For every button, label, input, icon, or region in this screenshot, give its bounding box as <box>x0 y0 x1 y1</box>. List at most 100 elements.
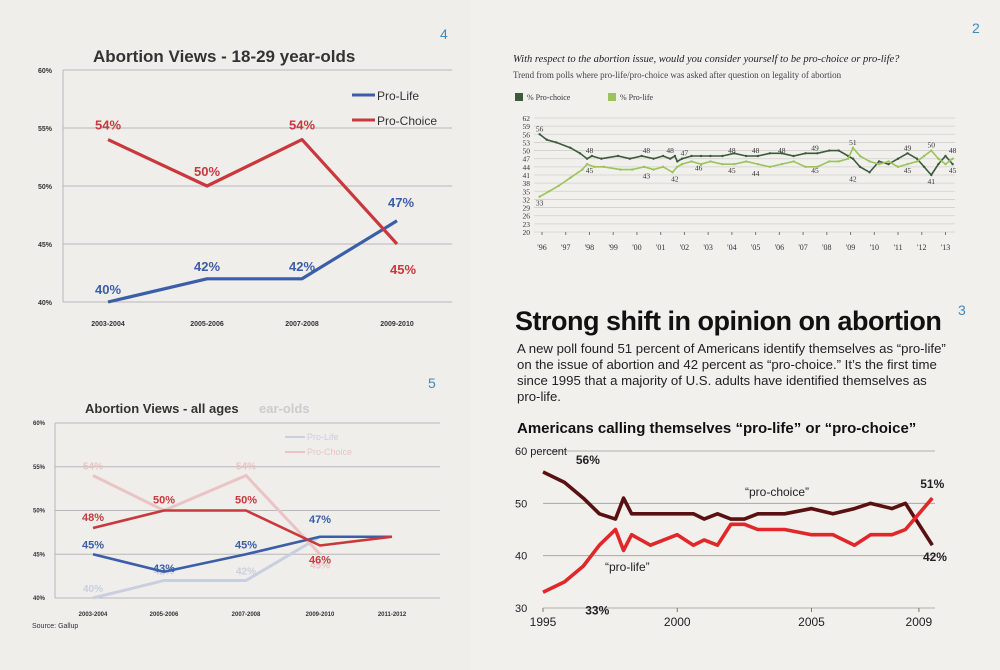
chart3-series-label-pro-life: “pro-life” <box>605 560 650 574</box>
chart2-xtick-label: '12 <box>917 243 926 252</box>
chart4-xtick-label: 2005-2006 <box>150 612 179 618</box>
chart2-point-label: 56 <box>536 124 544 133</box>
chart4-data-label: 50% <box>235 495 257 507</box>
chart2-data-point <box>680 162 684 166</box>
chart3-xtick-label: 2005 <box>798 615 825 629</box>
chart2-data-point <box>709 160 712 163</box>
chart2-data-point <box>590 154 594 158</box>
chart4-series-pro-life-line <box>92 535 392 574</box>
chart4-data-label: 45% <box>235 539 257 551</box>
chart2-data-point <box>578 152 582 155</box>
chart1-data-label: 45% <box>390 262 416 277</box>
chart2-data-point <box>680 157 684 160</box>
chart2-data-point <box>858 165 862 169</box>
chart2-data-point <box>756 162 760 166</box>
chart1-data-label: 42% <box>289 259 315 274</box>
chart2-legend-label-pro-choice: % Pro-choice <box>527 93 571 102</box>
chart2-ytick-label: 44 <box>523 163 531 172</box>
chart1-xtick-label: 2009-2010 <box>380 321 414 328</box>
chart2-data-point <box>937 157 940 160</box>
chart2-data-point <box>676 160 679 163</box>
chart1-ytick-label: 55% <box>38 126 53 133</box>
chart2-data-point <box>602 165 605 169</box>
page-number-5: 5 <box>428 375 436 391</box>
chart1-xtick-label: 2005-2006 <box>190 321 224 328</box>
chart2-data-point <box>887 162 890 166</box>
chart3-group: 30 40 50 60 percent 1995 2000 2005 2009 “pro-cho… <box>515 446 947 629</box>
page-number-4: 4 <box>440 26 448 42</box>
chart1-ytick-label: 45% <box>38 242 53 249</box>
chart2-point-label: 48 <box>778 146 786 155</box>
chart1-xtick-label: 2007-2008 <box>285 321 319 328</box>
chart4-ghost-label: 45% <box>310 560 330 571</box>
chart2-ytick-label: 59 <box>523 122 531 131</box>
chart2-data-point <box>652 157 655 160</box>
chart2-xtick-label: '10 <box>870 243 879 252</box>
chart2-data-point <box>585 162 589 166</box>
chart2-xtick-label: '98 <box>585 243 594 252</box>
chart2-point-label: 48 <box>586 146 594 155</box>
chart2-data-point <box>804 152 807 155</box>
chart2-point-label: 49 <box>904 143 912 152</box>
chart2-data-point <box>642 165 646 169</box>
chart4-ghost-series-line <box>92 535 321 600</box>
chart1-xtick-label: 2003-2004 <box>91 321 125 328</box>
chart2-data-point <box>930 173 933 177</box>
chart2-data-point <box>690 154 693 158</box>
chart1-title: Abortion Views - 18-29 year-olds <box>93 47 355 66</box>
chart1-data-label: 50% <box>194 164 220 179</box>
chart1-data-label: 42% <box>194 259 220 274</box>
chart3-xtick-label: 2000 <box>664 615 691 629</box>
chart2-data-point <box>937 162 940 166</box>
chart1-ytick-label: 60% <box>38 68 53 75</box>
chart4-ghost-label: 54% <box>83 462 103 473</box>
chart2-point-label: 50 <box>928 141 936 150</box>
chart2-data-point <box>619 168 622 171</box>
chart3-ytick-label: 60 percent <box>515 446 567 458</box>
chart2-data-point <box>640 154 643 158</box>
chart2-point-label: 47 <box>681 149 689 158</box>
chart2-data-point <box>581 168 584 171</box>
chart2-data-point <box>630 168 634 171</box>
chart2-data-point <box>828 160 831 163</box>
chart4-xtick-label: 2011-2012 <box>378 612 407 618</box>
chart4-ghost-legend-label: Pro-Life <box>307 432 339 442</box>
chart1-series-pro-choice-line <box>107 138 399 246</box>
chart2-ytick-label: 62 <box>523 114 531 123</box>
chart2-group: % Pro-choice% Pro-life202326293235384144… <box>515 93 957 252</box>
chart2-data-point <box>721 162 724 166</box>
chart2-xtick-label: '97 <box>561 243 570 252</box>
chart4-data-label: 47% <box>309 514 331 526</box>
chart2-xtick-label: '00 <box>632 243 641 252</box>
chart3-ytick-label: 30 <box>515 603 527 615</box>
chart2-data-point <box>593 165 596 169</box>
chart2-point-label: 51 <box>849 138 857 147</box>
chart2-ytick-label: 38 <box>523 179 531 188</box>
chart2-ytick-label: 56 <box>523 130 531 139</box>
chart2-data-point <box>792 160 795 163</box>
chart3-xtick-label: 2009 <box>906 615 933 629</box>
chart2-data-point <box>699 162 703 166</box>
chart3-annotation-label: 51% <box>920 477 944 491</box>
chart1-series-pro-life-line <box>107 219 398 304</box>
chart3-xtick-label: 1995 <box>530 615 557 629</box>
chart2-ytick-label: 32 <box>523 195 531 204</box>
chart2-point-label: 48 <box>643 146 651 155</box>
chart2-point-label: 48 <box>666 146 674 155</box>
chart4-data-label: 45% <box>82 539 104 551</box>
chart3-subheading: Americans calling themselves “pro-life” … <box>517 420 917 437</box>
chart2-data-point <box>557 184 560 188</box>
chart3-annotation-label: 42% <box>923 550 947 564</box>
chart2-point-label: 43 <box>643 172 651 181</box>
chart2-point-label: 45 <box>728 166 736 175</box>
chart4-ytick-label: 55% <box>33 465 46 471</box>
chart1-data-label: 40% <box>95 282 121 297</box>
chart2-legend-label-pro-life: % Pro-life <box>620 93 654 102</box>
chart2-xtick-label: '07 <box>798 243 807 252</box>
chart2-data-point <box>915 160 919 163</box>
chart2-xtick-label: '08 <box>822 243 831 252</box>
chart2-xtick-label: '06 <box>775 243 784 252</box>
chart1-ytick-label: 50% <box>38 184 53 191</box>
chart2-point-label: 45 <box>904 166 912 175</box>
